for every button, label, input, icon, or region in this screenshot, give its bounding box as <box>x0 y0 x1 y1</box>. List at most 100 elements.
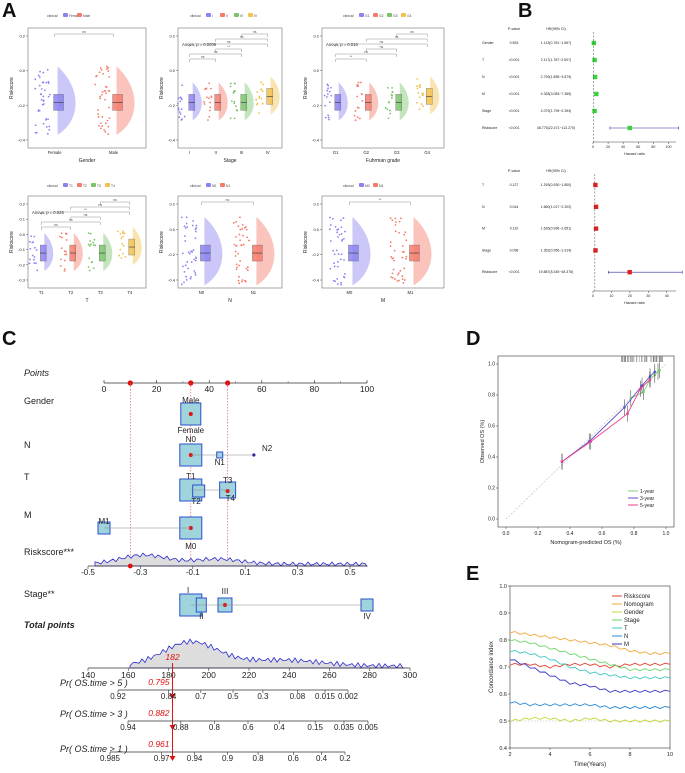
forest-top-tick-label: 80 <box>651 145 655 149</box>
data-point <box>88 245 91 247</box>
data-point <box>389 245 392 248</box>
legend-label: T2 <box>83 184 87 188</box>
data-point <box>337 236 339 238</box>
cindex-ytick-label: 0.7 <box>499 665 507 671</box>
data-point <box>42 103 45 105</box>
x-tick-label: T3 <box>98 290 104 295</box>
riskscore-tick-label: -0.1 <box>186 568 200 577</box>
data-point <box>234 105 237 108</box>
data-point <box>188 252 191 255</box>
data-point <box>405 257 407 260</box>
data-point <box>333 265 336 268</box>
calib-xtick-label: 0.2 <box>535 531 542 537</box>
legend-swatch <box>373 183 378 187</box>
data-point <box>87 243 90 246</box>
calib-xtick-label: 1.0 <box>663 531 670 537</box>
data-point <box>59 265 62 267</box>
data-point <box>105 86 108 89</box>
data-point <box>195 257 198 260</box>
violin-shape <box>116 66 135 135</box>
data-point <box>187 267 190 270</box>
stage-label-i: I <box>187 586 189 595</box>
calib-ytick-label: 0.4 <box>488 455 495 461</box>
pr3-value: 0.882 <box>148 708 170 718</box>
nomogram-row-label: N <box>24 440 31 450</box>
forest-top-row-pvalue: <0.001 <box>509 109 520 113</box>
data-point <box>343 259 345 261</box>
y-tick-label: 0.0 <box>169 227 175 232</box>
data-point <box>258 97 261 99</box>
forest-top-tick-label: 100 <box>665 145 671 149</box>
riskscore-tick-label: 0.5 <box>344 568 356 577</box>
violin-shape <box>256 217 275 286</box>
data-point <box>38 84 41 87</box>
data-point <box>359 81 362 84</box>
gender-label-female: Female <box>177 426 204 435</box>
data-point <box>122 244 125 247</box>
x-tick-label: G3 <box>394 150 400 155</box>
data-point <box>338 233 341 236</box>
data-point <box>36 269 39 272</box>
legend-swatch <box>77 13 82 17</box>
total-tick-label: 200 <box>202 670 216 680</box>
data-point <box>333 262 335 265</box>
data-point <box>340 232 343 235</box>
data-point <box>179 100 182 103</box>
data-point <box>60 232 63 235</box>
x-tick-label: N1 <box>251 290 257 295</box>
data-point <box>394 230 397 233</box>
cindex-legend-label: Stage <box>624 618 640 624</box>
data-point <box>237 279 240 282</box>
calib-point <box>658 368 661 372</box>
y-tick-label: 0.2 <box>313 202 319 207</box>
legend-label: G1 <box>365 14 370 18</box>
data-point <box>389 217 392 220</box>
data-point <box>183 235 186 238</box>
legend-swatch <box>220 13 225 17</box>
data-point <box>339 258 342 261</box>
arrow-head <box>169 725 176 730</box>
violin-shape <box>103 233 113 272</box>
pr1-tick-label: 0.4 <box>316 754 328 763</box>
cindex-ytick-label: 0.4 <box>499 746 507 752</box>
data-point <box>185 216 188 219</box>
data-point <box>391 257 394 260</box>
data-point <box>237 275 240 278</box>
forest-top-row-pvalue: 0.553 <box>510 41 519 45</box>
data-point <box>47 118 49 121</box>
data-point <box>42 95 45 98</box>
y-tick-label: 0.0 <box>169 68 175 73</box>
plot-frame <box>177 27 283 149</box>
data-point <box>98 124 100 127</box>
violin-shape <box>132 227 142 266</box>
data-point <box>33 246 36 249</box>
data-point <box>241 279 244 281</box>
data-point <box>401 250 404 253</box>
forest-bottom-row-hr: 1.293(0.930~1.800) <box>541 183 572 187</box>
data-point <box>357 81 360 84</box>
forest-bottom-row-hr: 1.626(0.996~2.651) <box>541 227 572 231</box>
y-tick-label: -0.4 <box>168 138 176 143</box>
calib-ylabel: Observed OS (%) <box>480 420 486 464</box>
data-point <box>403 267 406 270</box>
forest-top-row-hr: 2.117(1.787~2.507) <box>541 58 571 62</box>
cindex-xtick-label: 10 <box>667 752 673 758</box>
t-label-t4: T4 <box>226 494 236 503</box>
data-point <box>180 119 183 121</box>
total-tick-label: 280 <box>363 670 377 680</box>
data-point <box>99 67 102 69</box>
y-tick-label: 0.1 <box>19 217 25 222</box>
riskscore-tick-label: -0.5 <box>81 568 95 577</box>
forest-top-header-hr: HR(95% CI) <box>546 27 565 31</box>
cindex-legend-label: Riskscore <box>624 594 651 600</box>
y-axis-label: Riskscore <box>9 231 15 253</box>
sig-label: ns <box>253 30 257 34</box>
data-point <box>35 249 38 251</box>
data-point <box>390 276 393 279</box>
calib-ytick-label: 0.2 <box>488 486 495 492</box>
data-point <box>325 96 328 98</box>
data-point <box>101 93 103 96</box>
data-point <box>208 82 211 85</box>
forest-bottom-hr-marker <box>593 226 599 231</box>
